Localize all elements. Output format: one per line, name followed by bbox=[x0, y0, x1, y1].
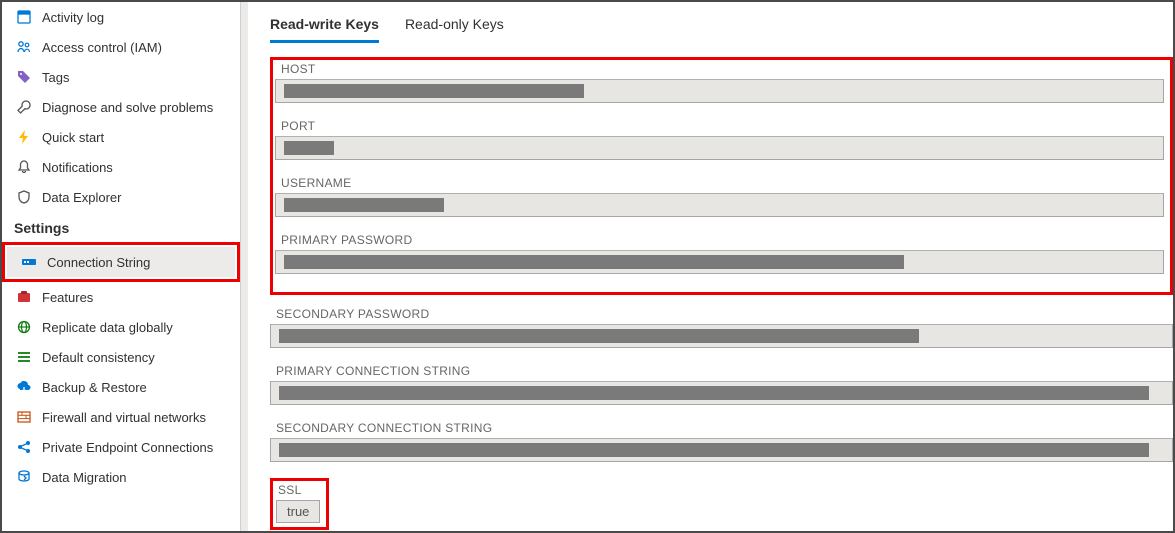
sidebar-item-label: Diagnose and solve problems bbox=[42, 100, 213, 115]
sidebar-item-features[interactable]: Features bbox=[2, 282, 240, 312]
tabs: Read-write Keys Read-only Keys bbox=[270, 12, 1173, 43]
sidebar-item-default-consistency[interactable]: Default consistency bbox=[2, 342, 240, 372]
sidebar-item-firewall-and-virtual-networks[interactable]: Firewall and virtual networks bbox=[2, 402, 240, 432]
redacted-value bbox=[284, 255, 904, 269]
redacted-value bbox=[279, 443, 1149, 457]
field-secondary-connection-string: SECONDARY CONNECTION STRING bbox=[270, 421, 1173, 462]
field-input[interactable] bbox=[270, 438, 1173, 462]
sidebar-item-connection-string[interactable]: Connection String bbox=[7, 247, 235, 277]
sidebar-item-label: Access control (IAM) bbox=[42, 40, 162, 55]
sidebar-item-label: Connection String bbox=[47, 255, 150, 270]
field-label: PRIMARY CONNECTION STRING bbox=[270, 364, 1173, 378]
sidebar-item-backup-restore[interactable]: Backup & Restore bbox=[2, 372, 240, 402]
field-input[interactable] bbox=[270, 381, 1173, 405]
backup-icon bbox=[16, 379, 32, 395]
field-label: SECONDARY CONNECTION STRING bbox=[270, 421, 1173, 435]
field-primary-connection-string: PRIMARY CONNECTION STRING bbox=[270, 364, 1173, 405]
features-icon bbox=[16, 289, 32, 305]
ssl-label: SSL bbox=[276, 483, 320, 497]
tab-read-write-keys[interactable]: Read-write Keys bbox=[270, 12, 379, 43]
tag-icon bbox=[16, 69, 32, 85]
connstr-icon bbox=[21, 254, 37, 270]
wrench-icon bbox=[16, 99, 32, 115]
field-primary-password: PRIMARY PASSWORD bbox=[275, 233, 1164, 274]
sidebar-item-label: Activity log bbox=[42, 10, 104, 25]
endpoint-icon bbox=[16, 439, 32, 455]
bell-icon bbox=[16, 159, 32, 175]
sidebar-item-label: Data Explorer bbox=[42, 190, 121, 205]
sidebar-item-label: Data Migration bbox=[42, 470, 127, 485]
redacted-value bbox=[279, 386, 1149, 400]
sidebar-item-label: Notifications bbox=[42, 160, 113, 175]
highlighted-key-fields: HOST PORT USERNAME PRIMARY PASSWORD bbox=[270, 57, 1173, 295]
redacted-value bbox=[284, 198, 444, 212]
redacted-value bbox=[284, 84, 584, 98]
sidebar-divider bbox=[240, 2, 248, 531]
field-input[interactable] bbox=[275, 79, 1164, 103]
sidebar: Activity log Access control (IAM) Tags Diag… bbox=[2, 2, 240, 531]
sidebar-item-quick-start[interactable]: Quick start bbox=[2, 122, 240, 152]
sidebar-item-notifications[interactable]: Notifications bbox=[2, 152, 240, 182]
sidebar-item-private-endpoint-connections[interactable]: Private Endpoint Connections bbox=[2, 432, 240, 462]
field-label: USERNAME bbox=[275, 176, 1164, 190]
field-host: HOST bbox=[275, 62, 1164, 103]
sidebar-item-label: Replicate data globally bbox=[42, 320, 173, 335]
redacted-value bbox=[284, 141, 334, 155]
field-input[interactable] bbox=[270, 324, 1173, 348]
field-input[interactable] bbox=[275, 193, 1164, 217]
field-label: HOST bbox=[275, 62, 1164, 76]
sidebar-item-tags[interactable]: Tags bbox=[2, 62, 240, 92]
explorer-icon bbox=[16, 189, 32, 205]
migration-icon bbox=[16, 469, 32, 485]
sidebar-item-data-migration[interactable]: Data Migration bbox=[2, 462, 240, 492]
sidebar-item-label: Backup & Restore bbox=[42, 380, 147, 395]
field-label: SECONDARY PASSWORD bbox=[270, 307, 1173, 321]
ssl-value: true bbox=[276, 500, 320, 523]
sidebar-item-label: Quick start bbox=[42, 130, 104, 145]
consistency-icon bbox=[16, 349, 32, 365]
ssl-highlight: SSL true bbox=[270, 478, 329, 530]
field-input[interactable] bbox=[275, 136, 1164, 160]
sidebar-item-label: Firewall and virtual networks bbox=[42, 410, 206, 425]
field-label: PORT bbox=[275, 119, 1164, 133]
field-secondary-password: SECONDARY PASSWORD bbox=[270, 307, 1173, 348]
sidebar-item-label: Private Endpoint Connections bbox=[42, 440, 213, 455]
main-content: Read-write Keys Read-only Keys HOST PORT U… bbox=[248, 2, 1173, 531]
lightning-icon bbox=[16, 129, 32, 145]
sidebar-item-label: Default consistency bbox=[42, 350, 155, 365]
field-port: PORT bbox=[275, 119, 1164, 160]
sidebar-item-activity-log[interactable]: Activity log bbox=[2, 2, 240, 32]
sidebar-item-label: Features bbox=[42, 290, 93, 305]
field-username: USERNAME bbox=[275, 176, 1164, 217]
settings-header: Settings bbox=[2, 212, 240, 242]
log-icon bbox=[16, 9, 32, 25]
sidebar-item-diagnose-and-solve-problems[interactable]: Diagnose and solve problems bbox=[2, 92, 240, 122]
field-label: PRIMARY PASSWORD bbox=[275, 233, 1164, 247]
redacted-value bbox=[279, 329, 919, 343]
sidebar-item-label: Tags bbox=[42, 70, 69, 85]
sidebar-item-replicate-data-globally[interactable]: Replicate data globally bbox=[2, 312, 240, 342]
sidebar-item-data-explorer[interactable]: Data Explorer bbox=[2, 182, 240, 212]
tab-read-only-keys[interactable]: Read-only Keys bbox=[405, 12, 504, 43]
globe-icon bbox=[16, 319, 32, 335]
field-input[interactable] bbox=[275, 250, 1164, 274]
iam-icon bbox=[16, 39, 32, 55]
firewall-icon bbox=[16, 409, 32, 425]
sidebar-item-access-control-iam[interactable]: Access control (IAM) bbox=[2, 32, 240, 62]
